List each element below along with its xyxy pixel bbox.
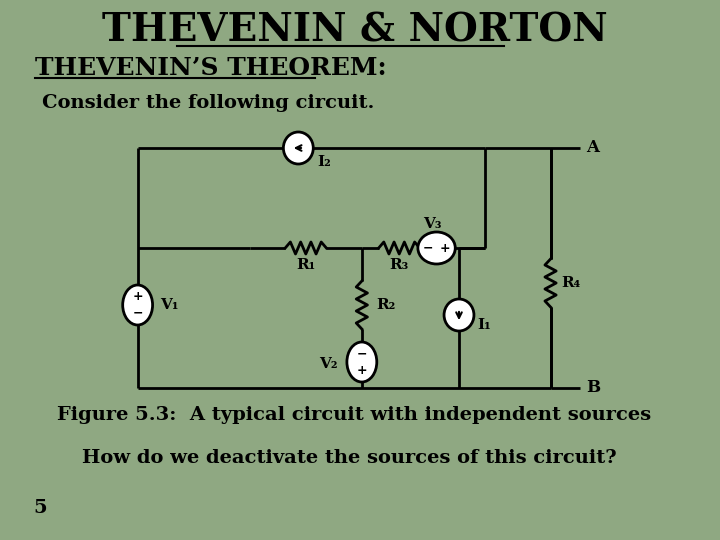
Ellipse shape: [347, 342, 377, 382]
Text: I₁: I₁: [477, 318, 492, 332]
Text: +: +: [440, 241, 450, 254]
Text: R₃: R₃: [390, 258, 409, 272]
Text: −: −: [423, 241, 433, 254]
Text: V₃: V₃: [423, 217, 442, 231]
Text: V₁: V₁: [160, 298, 179, 312]
Text: THEVENIN & NORTON: THEVENIN & NORTON: [102, 11, 607, 49]
Text: −: −: [356, 348, 367, 361]
Text: R₄: R₄: [562, 276, 581, 290]
Ellipse shape: [122, 285, 153, 325]
Text: R₁: R₁: [296, 258, 315, 272]
Text: −: −: [132, 307, 143, 320]
Ellipse shape: [444, 299, 474, 331]
Text: THEVENIN’S THEOREM:: THEVENIN’S THEOREM:: [35, 56, 387, 80]
Text: Consider the following circuit.: Consider the following circuit.: [42, 94, 374, 112]
Ellipse shape: [418, 232, 455, 264]
Text: I₂: I₂: [317, 155, 330, 169]
Text: R₂: R₂: [377, 298, 396, 312]
Text: V₂: V₂: [319, 357, 338, 371]
Text: B: B: [586, 380, 600, 396]
Ellipse shape: [284, 132, 313, 164]
Text: A: A: [586, 139, 599, 157]
Text: +: +: [356, 363, 367, 376]
Text: How do we deactivate the sources of this circuit?: How do we deactivate the sources of this…: [81, 449, 616, 467]
Text: Figure 5.3:  A typical circuit with independent sources: Figure 5.3: A typical circuit with indep…: [58, 406, 652, 424]
Text: +: +: [132, 291, 143, 303]
Text: 5: 5: [33, 499, 47, 517]
